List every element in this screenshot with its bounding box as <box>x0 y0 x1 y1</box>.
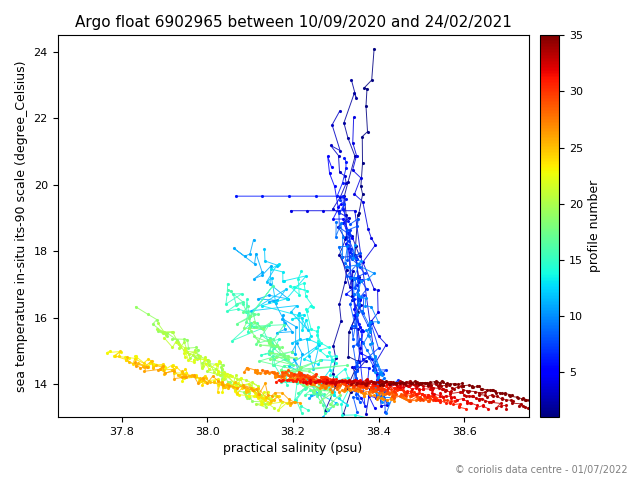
Title: Argo float 6902965 between 10/09/2020 and 24/02/2021: Argo float 6902965 between 10/09/2020 an… <box>75 15 511 30</box>
Text: © coriolis data centre - 01/07/2022: © coriolis data centre - 01/07/2022 <box>454 465 627 475</box>
Y-axis label: profile number: profile number <box>588 180 602 272</box>
X-axis label: practical salinity (psu): practical salinity (psu) <box>223 443 363 456</box>
Y-axis label: sea temperature in-situ its-90 scale (degree_Celsius): sea temperature in-situ its-90 scale (de… <box>15 60 28 392</box>
